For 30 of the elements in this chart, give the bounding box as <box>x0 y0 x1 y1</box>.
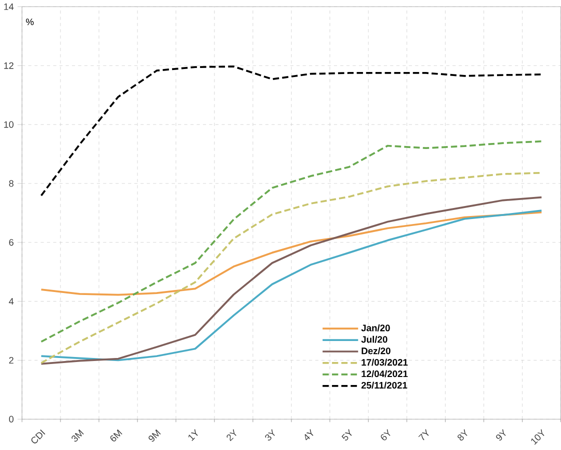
legend-label: Jul/20 <box>361 336 388 343</box>
y-tick-label: 4 <box>8 298 14 304</box>
x-tick-label: 7Y <box>418 428 429 440</box>
y-tick-label: 12 <box>4 62 14 69</box>
x-tick-label: 6M <box>110 429 122 442</box>
y-tick-label: 0 <box>9 416 14 422</box>
x-tick-label: 9M <box>148 429 161 442</box>
y-tick-label: 14 <box>4 3 14 10</box>
y-tick-label: 6 <box>9 238 14 246</box>
line-series <box>40 211 542 296</box>
y-axis-title: % <box>26 18 34 26</box>
y-tick-label: 8 <box>9 180 14 187</box>
x-tick-label: 2Y <box>226 428 236 442</box>
y-tick-label: 10 <box>4 121 14 128</box>
x-tick-label: 5Y <box>342 428 352 440</box>
x-tick-label: 1Y <box>188 428 198 441</box>
y-tick-label: 2 <box>9 356 14 364</box>
x-tick-label: 4Y <box>304 428 314 440</box>
legend-label: Dez/20 <box>362 347 390 354</box>
x-tick-label: 3M <box>72 429 84 442</box>
legend-label: Jan/20 <box>361 324 390 332</box>
x-tick-label: 3Y <box>265 428 275 440</box>
line-series <box>40 140 542 343</box>
x-tick-label: 6Y <box>380 428 390 440</box>
legend-label: 25/11/2021 <box>361 382 408 389</box>
x-tick-label: CDI <box>31 429 46 444</box>
legend-label: 17/03/2021 <box>362 358 408 366</box>
x-tick-label: 9Y <box>496 428 506 440</box>
x-tick-label: 8Y <box>458 428 468 440</box>
legend-label: 12/04/2021 <box>362 370 408 378</box>
